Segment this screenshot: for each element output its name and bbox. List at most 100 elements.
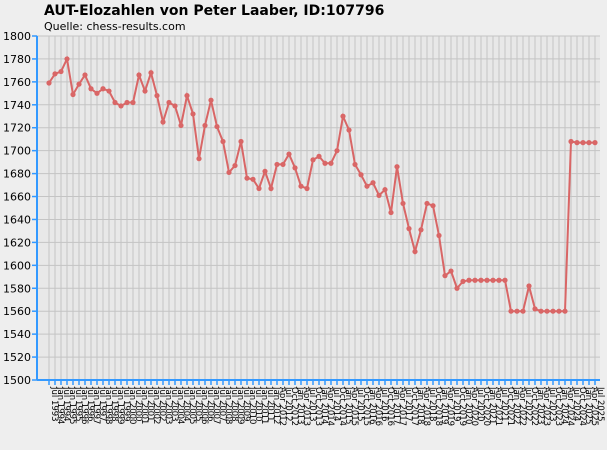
x-tick-label: Oct 2024 [577,387,587,426]
chart-subtitle: Quelle: chess-results.com [44,20,186,33]
point [124,99,130,106]
point [178,122,184,129]
y-tick-label: 1660 [3,191,31,204]
x-tick-label: Jul 2024 [571,386,581,422]
x-tick-label: Apr 2022 [517,387,527,426]
y-tick-label: 1620 [3,236,31,249]
point [184,93,190,99]
x-tick-label: Jul 1994 [61,386,71,422]
point [280,161,286,168]
point [304,185,310,192]
point [418,227,424,233]
x-tick-label: Jul 1998 [109,386,119,422]
x-tick-label: Apr 2023 [541,387,551,426]
point [220,138,226,145]
point [406,226,412,232]
x-tick-label: Apr 2024 [565,387,575,426]
point [160,119,166,125]
x-tick-label: Jul 2000 [133,386,143,422]
x-tick-label: Jul 2015 [355,386,365,422]
x-tick-label: Jul 2014 [331,386,341,422]
point [250,176,256,182]
x-tick-label: Jan 2003 [163,386,173,424]
x-tick-label: Jan 2014 [319,386,329,424]
chart-title: AUT-Elozahlen von Peter Laaber, ID:10779… [44,3,384,19]
point [142,88,148,94]
x-tick-label: Jul 1999 [121,386,131,422]
point [292,165,298,171]
x-tick-label: Jan 2025 [583,386,593,424]
point [154,93,160,99]
point [196,156,202,162]
x-tick-label: Jul 1995 [73,386,83,422]
x-tick-label: Jul 2018 [427,386,437,422]
x-tick-label: Jan 2017 [391,386,401,424]
point [238,138,244,145]
x-tick-label: Jul 2010 [253,386,263,422]
y-tick-label: 1560 [3,305,31,318]
y-tick-label: 1600 [3,259,31,272]
point [334,148,340,154]
x-tick-label: Oct 2023 [553,387,563,426]
point [376,192,382,198]
x-tick-label: Apr 2017 [397,387,407,426]
x-tick-label: Jan 2002 [151,386,161,424]
point [370,180,376,186]
x-tick-label: Jan 1998 [103,386,113,424]
y-tick-label: 1700 [3,145,31,158]
x-tick-label: Jul 2008 [229,386,239,422]
point [562,308,568,314]
x-tick-label: Jul 2004 [181,386,191,422]
point [70,91,76,98]
x-tick-label: Jul 1993 [49,386,59,422]
point [358,172,364,178]
x-tick-label: Jan 2009 [235,386,245,424]
point [226,169,232,176]
x-tick-label: Jan 2021 [487,386,497,424]
x-tick-label: Jan 2001 [139,386,149,424]
x-tick-label: Oct 2021 [505,387,515,426]
x-tick-label: Apr 2018 [421,387,431,426]
x-tick-label: Jul 2019 [451,386,461,422]
x-tick-label: Jan 2019 [439,386,449,424]
x-tick-label: Jul 2016 [379,386,389,422]
point [550,308,556,314]
y-tick-label: 1520 [3,351,31,364]
x-tick-label: Jul 2007 [217,386,227,422]
point [430,203,436,209]
x-tick-label: Jul 1996 [85,386,95,422]
point [412,248,418,255]
point [112,99,118,106]
x-tick-label: Jan 2020 [463,386,473,424]
x-tick-label: Jan 2013 [295,386,305,424]
point [130,99,136,106]
x-tick-label: Jul 2006 [205,386,215,422]
point [328,160,334,166]
x-tick-label: Jul 2012 [283,386,293,422]
point [346,127,352,133]
x-tick-label: Apr 2025 [589,387,599,426]
x-tick-label: Oct 2016 [385,387,395,426]
point [82,72,88,78]
x-tick-label: Jul 2005 [193,386,203,422]
point [382,187,388,193]
point [106,88,112,94]
x-tick-label: Jul 1997 [97,386,107,422]
point [136,72,142,78]
point [118,103,124,109]
point [208,97,214,103]
point [496,277,502,283]
point [544,308,550,314]
x-tick-label: Jul 2023 [547,386,557,422]
y-tick-label: 1740 [3,99,31,112]
point [256,185,262,192]
point [364,183,370,189]
x-tick-label: Jan 2022 [511,386,521,424]
point [322,160,328,166]
x-tick-label: Jan 2010 [247,386,257,424]
point [538,308,544,314]
point [484,277,490,283]
point [64,56,70,62]
x-tick-label: Apr 2019 [445,387,455,426]
point [352,161,358,168]
